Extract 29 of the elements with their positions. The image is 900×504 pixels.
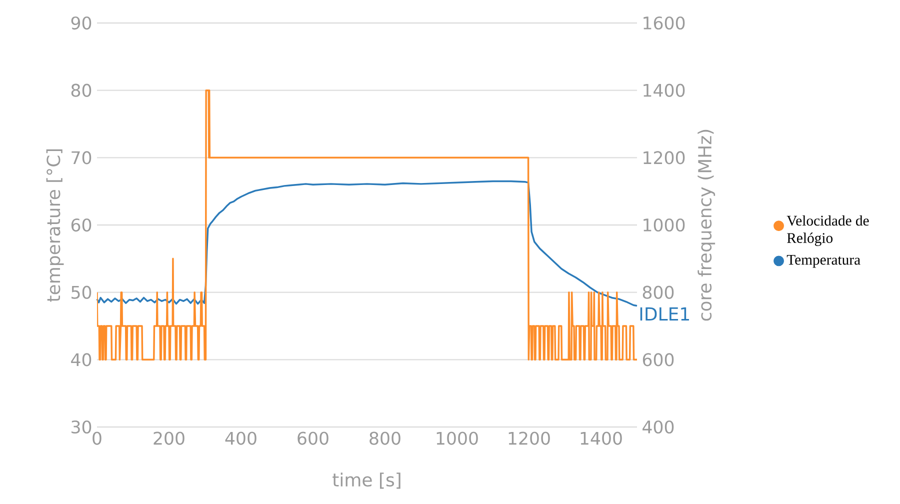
x-tick-label: 600 — [298, 432, 328, 445]
y-tick-label: 50 — [72, 286, 92, 299]
y-tick-label: 70 — [72, 151, 92, 164]
x-tick-label: 1400 — [580, 432, 622, 445]
y-axis-title: temperature [°C] — [46, 149, 64, 302]
x-tick-label: 1000 — [436, 432, 478, 445]
y-tick-label: 60 — [71, 218, 92, 232]
x-tick-label: 400 — [225, 432, 256, 445]
y2-tick-label: 1400 — [644, 84, 685, 97]
y-tick-label: 40 — [71, 353, 92, 366]
y-tick-label: 80 — [71, 84, 92, 97]
y-tick-label: 30 — [72, 420, 92, 434]
line-series — [97, 89, 638, 361]
x-axis-title: time [s] — [332, 472, 400, 489]
legend-label: Velocidade de Relógio — [786, 215, 869, 246]
y2-tick-label: 1600 — [644, 16, 685, 30]
y-tick-label: 90 — [71, 16, 92, 30]
y2-tick-label: 1000 — [644, 218, 685, 232]
y2-tick-label: 600 — [642, 353, 674, 366]
y2-tick-label: 1200 — [644, 151, 685, 164]
y2-tick-label: 800 — [642, 286, 674, 299]
y2-axis-title: core frequency (MHz) — [698, 130, 716, 321]
annotation: IDLE1 — [640, 307, 689, 321]
x-tick-label: 0 — [92, 432, 102, 445]
x-tick-label: 1200 — [508, 432, 550, 445]
x-tick-label: 800 — [370, 432, 400, 445]
y2-tick-label: 400 — [642, 420, 674, 434]
legend-label: Temperatura — [786, 254, 860, 268]
x-tick-label: 200 — [154, 432, 184, 445]
